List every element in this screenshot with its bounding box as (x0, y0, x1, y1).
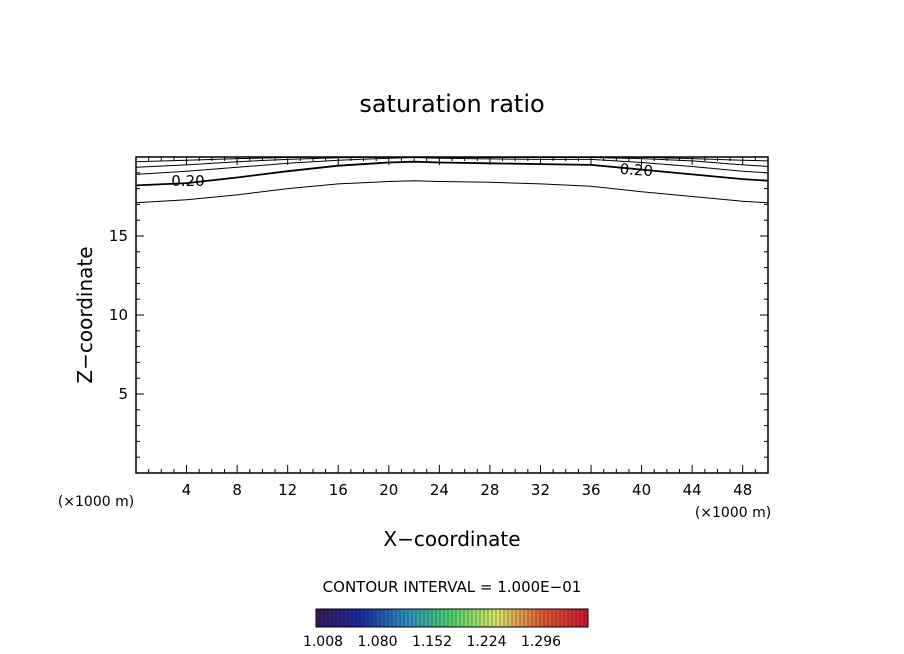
x-tick-label: 40 (632, 481, 651, 499)
contour-label-right: 0.20 (619, 160, 654, 180)
colorbar-stripes (319, 609, 585, 627)
y-tick-label: 10 (109, 306, 128, 324)
x-tick-label: 20 (379, 481, 398, 499)
contour-interval-text: CONTOUR INTERVAL = 1.000E−01 (323, 578, 582, 596)
contour-lines (135, 156, 769, 204)
colorbar-tick-label: 1.296 (521, 634, 561, 650)
colorbar-tick-labels: 1.008 1.080 1.152 1.224 1.296 (303, 634, 561, 650)
plot-frame (135, 156, 769, 474)
x-axis-unit-left: (×1000 m) (58, 494, 134, 510)
y-axis-ticks: 5 10 15 (109, 172, 768, 458)
x-tick-label: 32 (531, 481, 550, 499)
x-tick-label: 8 (232, 481, 242, 499)
colorbar-tick-label: 1.224 (466, 634, 506, 650)
contour-label-left: 0.20 (171, 172, 204, 190)
colorbar-frame (315, 608, 589, 628)
x-tick-label: 36 (581, 481, 600, 499)
x-tick-label: 24 (430, 481, 449, 499)
x-axis-label: X−coordinate (383, 527, 520, 551)
colorbar-tick-label: 1.152 (412, 634, 452, 650)
colorbar-tick-label: 1.008 (303, 634, 343, 650)
contour-line-1 (135, 180, 769, 204)
x-axis-unit-right: (×1000 m) (695, 505, 771, 521)
x-tick-label: 16 (329, 481, 348, 499)
y-tick-label: 15 (109, 227, 128, 245)
x-tick-label: 44 (683, 481, 702, 499)
y-tick-label: 5 (118, 385, 128, 403)
x-tick-label: 4 (182, 481, 192, 499)
chart-title: saturation ratio (359, 90, 544, 118)
y-axis-label: Z−coordinate (73, 246, 97, 383)
x-tick-label: 12 (278, 481, 297, 499)
x-tick-label: 48 (733, 481, 752, 499)
x-axis-ticks: 4 8 12 16 20 24 28 32 36 40 44 48 (148, 157, 756, 499)
colorbar-tick-label: 1.080 (357, 634, 397, 650)
x-tick-label: 28 (480, 481, 499, 499)
colorbar: 1.008 1.080 1.152 1.224 1.296 (303, 608, 589, 650)
